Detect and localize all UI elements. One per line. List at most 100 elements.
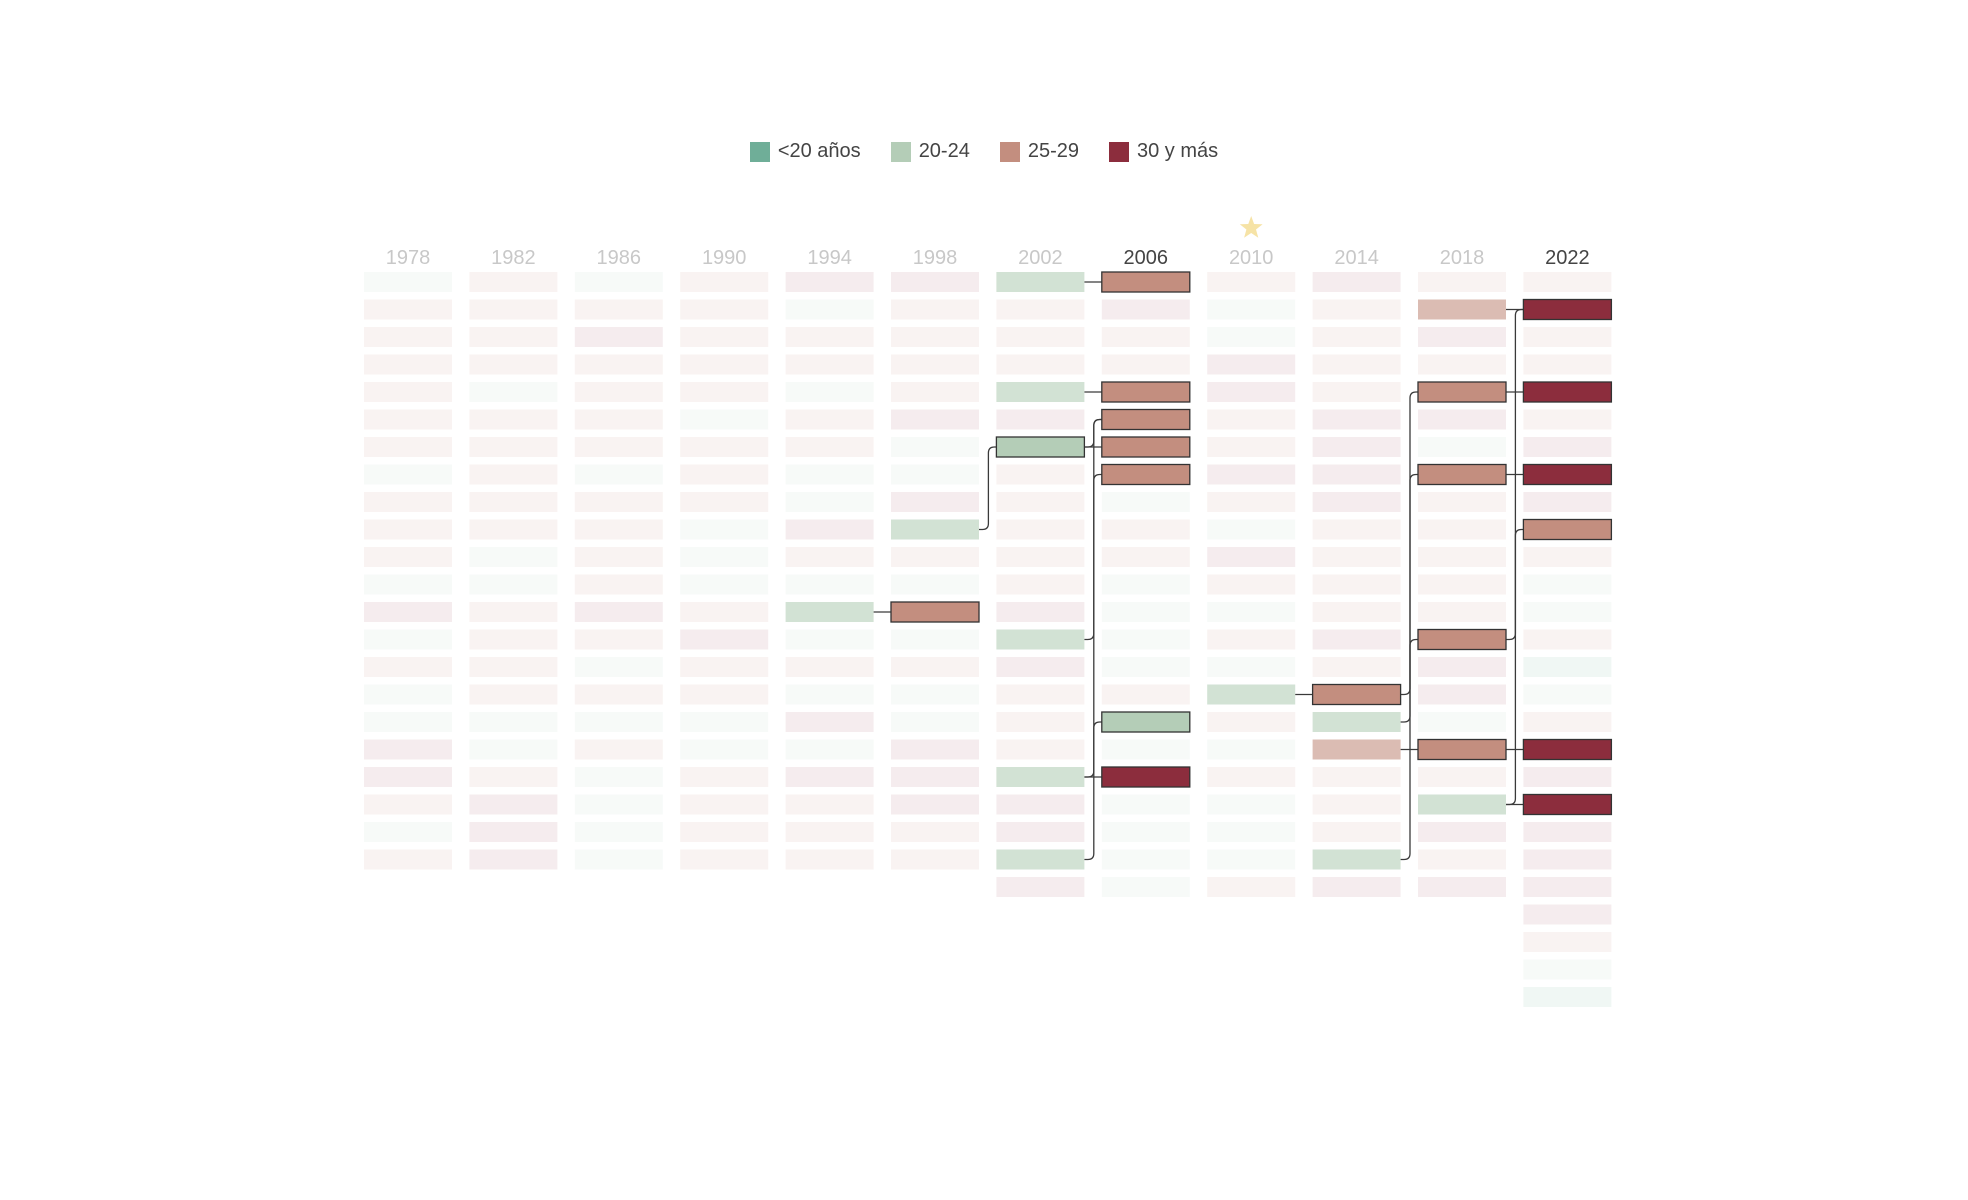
highlight-cell-2002-0 [996, 272, 1085, 292]
cell-2018-0 [1418, 272, 1506, 292]
cell-2002-5 [996, 409, 1085, 430]
year-label-1978: 1978 [386, 247, 431, 269]
cell-1982-7 [469, 464, 558, 485]
highlight-cell-2006-7 [1101, 463, 1191, 486]
cell-1990-10 [680, 547, 769, 567]
cell-1990-1 [680, 299, 769, 320]
cell-1994-4 [785, 382, 874, 402]
highlight-cell-2018-19 [1418, 794, 1506, 815]
cell-2010-6 [1207, 437, 1296, 457]
highlight-cell-1994-12 [785, 602, 874, 622]
cell-2010-21 [1207, 849, 1296, 870]
cell-2010-14 [1207, 657, 1296, 677]
cell-2022-13 [1523, 629, 1612, 650]
cell-2022-3 [1523, 354, 1612, 375]
cell-2010-3 [1207, 354, 1296, 375]
cell-2006-13 [1101, 629, 1190, 650]
connector-line-12 [1400, 473, 1418, 723]
cell-2018-10 [1418, 547, 1506, 567]
highlight-cell-1998-12 [890, 601, 980, 623]
cell-1982-17 [469, 739, 558, 760]
cell-1982-0 [469, 272, 558, 292]
legend-item-25-29: 25-29 [999, 140, 1079, 163]
cell-1990-0 [680, 272, 769, 292]
cell-1994-17 [785, 739, 874, 760]
cell-2014-14 [1312, 657, 1401, 677]
cell-2022-23 [1523, 904, 1612, 925]
highlight-cell-2006-18 [1101, 766, 1191, 788]
cell-1998-1 [891, 299, 979, 320]
cell-2002-22 [996, 877, 1085, 897]
cell-2006-2 [1101, 327, 1190, 347]
cell-2014-19 [1312, 794, 1401, 815]
cell-1998-10 [891, 547, 979, 567]
cell-2018-8 [1418, 492, 1506, 512]
cell-1998-2 [891, 327, 979, 347]
cell-2022-21 [1523, 849, 1612, 870]
cell-1986-10 [574, 547, 663, 567]
highlight-cell-2002-6 [995, 436, 1086, 458]
highlight-cell-2006-16 [1101, 711, 1191, 733]
cell-1998-17 [891, 739, 979, 760]
cell-1986-1 [574, 299, 663, 320]
connector-line-20 [1506, 308, 1524, 806]
legend-swatch-30-plus [1109, 141, 1129, 162]
cell-2022-20 [1523, 822, 1612, 842]
cell-1982-21 [469, 849, 558, 870]
highlight-cell-2006-6 [1101, 436, 1191, 458]
cell-2002-19 [996, 794, 1085, 815]
cell-1978-16 [364, 712, 452, 732]
cell-1994-11 [785, 574, 874, 595]
cell-2006-3 [1101, 354, 1190, 375]
cell-1986-2 [574, 327, 663, 347]
year-label-1990: 1990 [702, 247, 747, 269]
cell-2002-16 [996, 712, 1085, 732]
connector-line-11 [1400, 638, 1418, 696]
cell-1998-14 [891, 657, 979, 677]
cell-2014-2 [1312, 327, 1401, 347]
cell-1998-20 [891, 822, 979, 842]
highlight-cell-2006-5 [1101, 408, 1191, 431]
cell-1982-4 [469, 382, 558, 402]
cell-2014-18 [1312, 767, 1401, 787]
highlight-cell-2006-0 [1101, 271, 1191, 293]
cell-1994-9 [785, 519, 874, 540]
cell-1998-19 [891, 794, 979, 815]
cell-2010-5 [1207, 409, 1296, 430]
cell-1998-3 [891, 354, 979, 375]
cell-2022-5 [1523, 409, 1612, 430]
cell-1982-18 [469, 767, 558, 787]
cell-2018-11 [1418, 574, 1506, 595]
legend-item-20-24: 20-24 [890, 140, 970, 163]
cell-2010-2 [1207, 327, 1296, 347]
cell-1982-9 [469, 519, 558, 540]
cell-1998-8 [891, 492, 979, 512]
cell-2018-9 [1418, 519, 1506, 540]
cell-1994-18 [785, 767, 874, 787]
cell-1986-4 [574, 382, 663, 402]
cell-2010-16 [1207, 712, 1296, 732]
cell-2006-17 [1101, 739, 1190, 760]
highlight-cell-2022-19 [1522, 793, 1613, 816]
cell-1990-21 [680, 849, 769, 870]
cell-1998-0 [891, 272, 979, 292]
cell-1986-5 [574, 409, 663, 430]
cell-2002-7 [996, 464, 1085, 485]
legend-swatch-20-24 [890, 141, 911, 162]
legend-label-25-29: 25-29 [1027, 140, 1079, 162]
cell-2006-11 [1101, 574, 1190, 595]
cell-1994-13 [785, 629, 874, 650]
cell-1978-4 [364, 382, 452, 402]
cell-1994-19 [785, 794, 874, 815]
cell-2002-17 [996, 739, 1085, 760]
cell-2022-8 [1523, 492, 1612, 512]
cell-2010-18 [1207, 767, 1296, 787]
cell-1986-20 [574, 822, 663, 842]
cell-2010-12 [1207, 602, 1296, 622]
legend-item-30-plus: 30 y más [1109, 140, 1218, 163]
cell-2014-1 [1312, 299, 1401, 320]
highlight-cell-2018-1 [1418, 299, 1506, 320]
highlight-cell-2018-17 [1417, 738, 1507, 761]
